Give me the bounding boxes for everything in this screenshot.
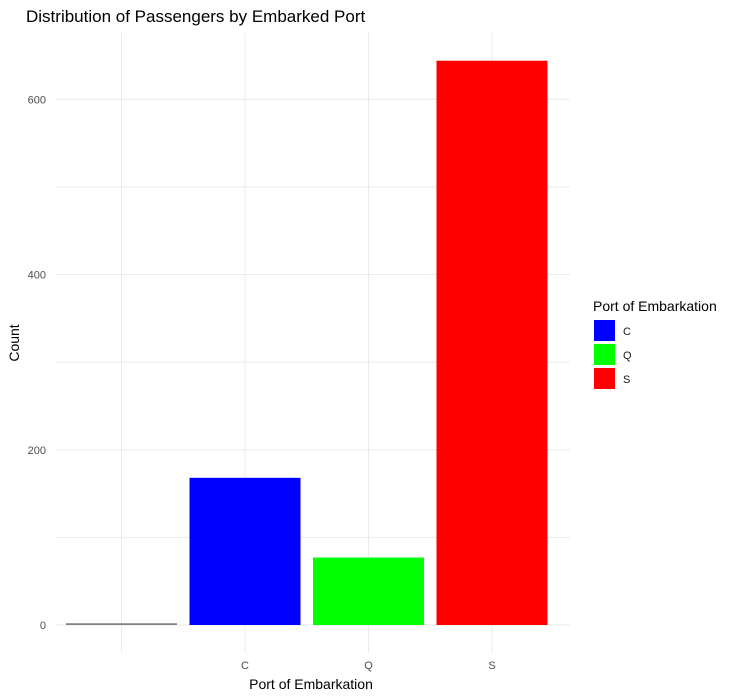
x-axis-title: Port of Embarkation [249,676,373,692]
legend-label-S: S [623,374,630,386]
legend-title: Port of Embarkation [593,298,717,314]
legend-label-C: C [623,326,631,338]
y-tick-label: 200 [28,445,46,457]
chart-title: Distribution of Passengers by Embarked P… [26,7,365,26]
y-axis-title: Count [6,324,22,361]
y-tick-label: 600 [28,94,46,106]
legend: Port of Embarkation CQS [593,298,717,389]
bar-Q [313,557,424,625]
y-tick-label: 0 [40,620,46,632]
bar-na [66,623,177,625]
bar-S [436,60,548,626]
bars [66,60,548,626]
legend-key-S [594,368,615,389]
legend-key-Q [594,344,615,365]
x-tick-label: C [241,660,249,672]
legend-label-Q: Q [623,350,632,362]
x-tick-label: Q [364,660,373,672]
legend-key-C [594,320,615,341]
x-tick-label: S [488,660,495,672]
bar-C [189,477,301,625]
legend-items: CQS [594,320,632,389]
y-tick-label: 400 [28,270,46,282]
y-axis-ticks: 0 200 400 600 [28,94,46,632]
